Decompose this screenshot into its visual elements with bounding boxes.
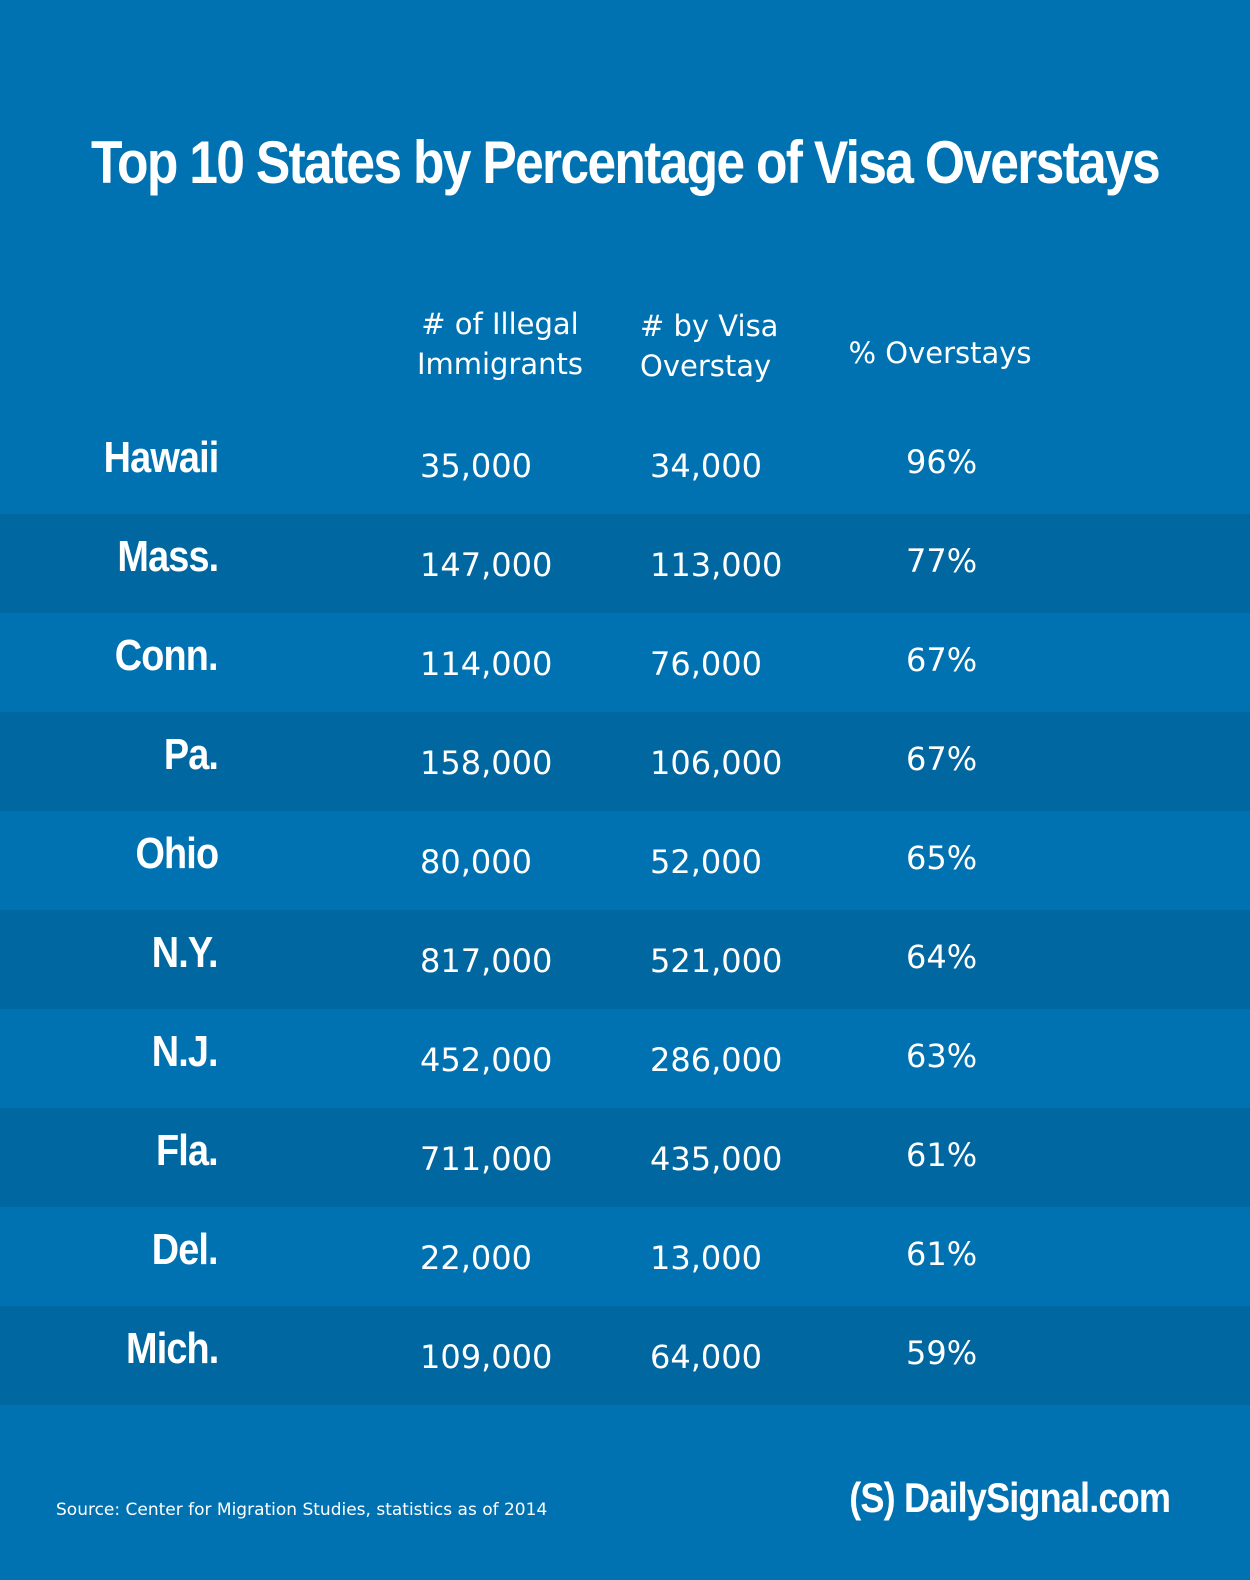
percent-overstays-value: 96% bbox=[906, 443, 978, 481]
table-row: Ohio 80,000 52,000 65% bbox=[0, 811, 1250, 910]
illegal-immigrants-value: 147,000 bbox=[420, 546, 553, 584]
illegal-immigrants-value: 22,000 bbox=[420, 1239, 532, 1277]
column-header-percent-overstays: % Overstays bbox=[848, 336, 1032, 370]
illegal-immigrants-value: 711,000 bbox=[420, 1140, 553, 1178]
visa-overstay-value: 52,000 bbox=[650, 843, 762, 881]
illegal-immigrants-value: 452,000 bbox=[420, 1041, 553, 1079]
illegal-immigrants-value: 158,000 bbox=[420, 744, 553, 782]
percent-overstays-value: 61% bbox=[906, 1235, 978, 1273]
visa-overstay-value: 64,000 bbox=[650, 1338, 762, 1376]
table-row: Hawaii 35,000 34,000 96% bbox=[0, 415, 1250, 514]
illegal-immigrants-value: 109,000 bbox=[420, 1338, 553, 1376]
state-label: N.Y. bbox=[152, 928, 219, 977]
illegal-immigrants-value: 80,000 bbox=[420, 843, 532, 881]
state-label: Mass. bbox=[117, 532, 219, 581]
percent-overstays-value: 64% bbox=[906, 938, 978, 976]
percent-overstays-value: 67% bbox=[906, 641, 978, 679]
percent-overstays-value: 59% bbox=[906, 1334, 978, 1372]
table-row: Conn. 114,000 76,000 67% bbox=[0, 613, 1250, 712]
table-row: N.J. 452,000 286,000 63% bbox=[0, 1009, 1250, 1108]
state-label: Fla. bbox=[156, 1126, 219, 1175]
column-header-visa-overstay: # by Visa Overstay bbox=[640, 309, 779, 383]
source-note: Source: Center for Migration Studies, st… bbox=[56, 1500, 548, 1520]
percent-overstays-value: 61% bbox=[906, 1136, 978, 1174]
chart-title: Top 10 States by Percentage of Visa Over… bbox=[91, 129, 1161, 196]
table-row: Fla. 711,000 435,000 61% bbox=[0, 1108, 1250, 1207]
illegal-immigrants-value: 35,000 bbox=[420, 447, 532, 485]
visa-overstay-value: 435,000 bbox=[650, 1140, 783, 1178]
table-row: N.Y. 817,000 521,000 64% bbox=[0, 910, 1250, 1009]
table-row: Pa. 158,000 106,000 67% bbox=[0, 712, 1250, 811]
state-label: Mich. bbox=[125, 1324, 219, 1373]
table-row: Mass. 147,000 113,000 77% bbox=[0, 514, 1250, 613]
table-row: Mich. 109,000 64,000 59% bbox=[0, 1306, 1250, 1405]
table-row: Del. 22,000 13,000 61% bbox=[0, 1207, 1250, 1306]
state-label: N.J. bbox=[152, 1027, 219, 1076]
visa-overstay-value: 34,000 bbox=[650, 447, 762, 485]
state-label: Hawaii bbox=[103, 433, 219, 482]
state-label: Ohio bbox=[135, 829, 219, 878]
visa-overstay-value: 521,000 bbox=[650, 942, 783, 980]
brand-logo: (S) DailySignal.com bbox=[849, 1474, 1171, 1521]
visa-overstay-value: 106,000 bbox=[650, 744, 783, 782]
column-header-illegal-immigrants: # of Illegal Immigrants bbox=[416, 307, 584, 381]
percent-overstays-value: 65% bbox=[906, 839, 978, 877]
illegal-immigrants-value: 114,000 bbox=[420, 645, 553, 683]
table-body: Hawaii 35,000 34,000 96% Mass. 147,000 113,000… bbox=[0, 415, 1250, 1405]
state-label: Pa. bbox=[163, 730, 219, 779]
percent-overstays-value: 77% bbox=[906, 542, 978, 580]
visa-overstay-value: 13,000 bbox=[650, 1239, 762, 1277]
state-label: Conn. bbox=[115, 631, 219, 680]
visa-overstay-value: 286,000 bbox=[650, 1041, 783, 1079]
state-label: Del. bbox=[152, 1225, 219, 1274]
visa-overstay-value: 76,000 bbox=[650, 645, 762, 683]
illegal-immigrants-value: 817,000 bbox=[420, 942, 553, 980]
visa-overstay-value: 113,000 bbox=[650, 546, 783, 584]
percent-overstays-value: 63% bbox=[906, 1037, 978, 1075]
percent-overstays-value: 67% bbox=[906, 740, 978, 778]
